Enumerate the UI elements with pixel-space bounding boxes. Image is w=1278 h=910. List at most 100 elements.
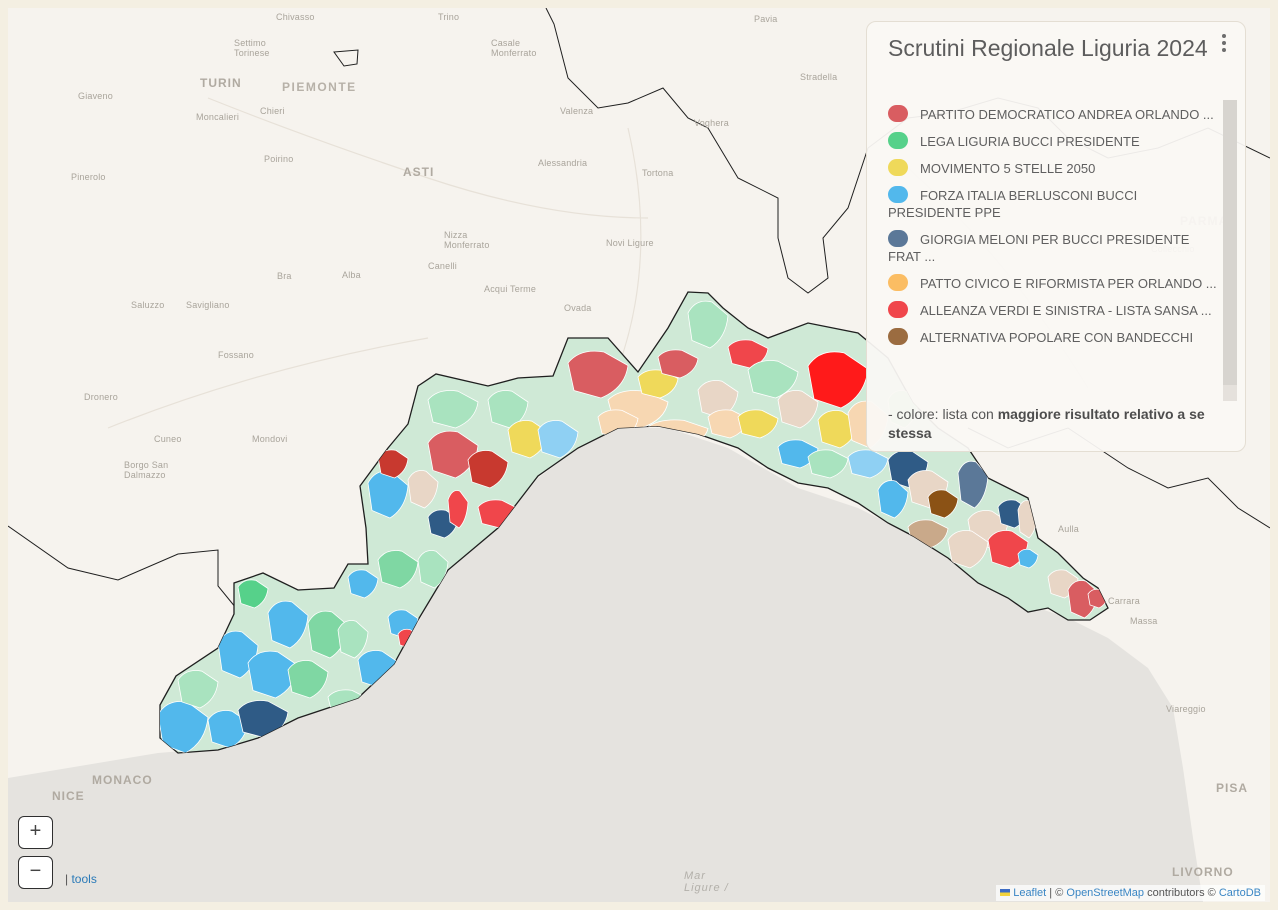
more-vertical-icon[interactable]: [1217, 32, 1231, 56]
place-label-ovada: Ovada: [564, 303, 592, 313]
municipality-polygon[interactable]: [407, 470, 439, 509]
place-label-stradella: Stradella: [800, 72, 838, 82]
place-label-novi: Novi Ligure: [606, 238, 654, 248]
municipality-polygon[interactable]: [567, 350, 629, 399]
municipality-polygon[interactable]: [777, 439, 819, 469]
legend-label: LEGA LIGURIA BUCCI PRESIDENTE: [920, 134, 1140, 149]
municipality-polygon[interactable]: [467, 450, 509, 489]
legend-note: - colore: lista con maggiore risultato r…: [888, 405, 1228, 443]
place-label-bra: Bra: [277, 271, 292, 281]
municipality-polygon[interactable]: [637, 369, 679, 399]
place-label-giaveno: Giaveno: [78, 91, 113, 101]
municipality-polygon[interactable]: [447, 490, 469, 529]
municipality-polygon[interactable]: [427, 390, 479, 429]
leaflet-link[interactable]: Leaflet: [1013, 887, 1047, 899]
legend-label: FORZA ITALIA BERLUSCONI BUCCI PRESIDENTE…: [888, 188, 1138, 220]
municipality-polygon[interactable]: [287, 660, 329, 699]
municipality-polygon[interactable]: [947, 530, 989, 569]
municipality-polygon[interactable]: [427, 430, 479, 479]
place-label-fossano: Fossano: [218, 350, 254, 360]
place-label-monaco: MONACO: [92, 773, 153, 787]
osm-link[interactable]: OpenStreetMap: [1066, 887, 1145, 899]
municipalities-layer[interactable]: [158, 300, 1108, 753]
legend-swatch: [888, 186, 908, 203]
legend-item[interactable]: GIORGIA MELONI PER BUCCI PRESIDENTE FRAT…: [888, 230, 1218, 265]
tools-separator: |: [65, 872, 69, 886]
place-label-carrara: Carrara: [1108, 596, 1140, 606]
attribution-sep: | ©: [1049, 887, 1064, 899]
place-label-nizza: Nizza Monferrato: [444, 230, 490, 250]
legend-scrollbar-thumb[interactable]: [1223, 100, 1237, 385]
municipality-polygon[interactable]: [747, 360, 799, 399]
place-label-moncalieri: Moncalieri: [196, 112, 240, 122]
municipality-polygon[interactable]: [337, 620, 369, 659]
legend-swatch: [888, 328, 908, 345]
legend-label: PATTO CIVICO E RIFORMISTA PER ORLANDO ..…: [920, 276, 1217, 291]
legend-item[interactable]: PARTITO DEMOCRATICO ANDREA ORLANDO ...: [888, 105, 1218, 123]
sea-area: [8, 428, 1203, 902]
municipality-polygon[interactable]: [777, 390, 819, 429]
place-label-settimo: Settimo Torinese: [234, 38, 270, 58]
place-label-voghera: Voghera: [694, 118, 729, 128]
place-label-valenza: Valenza: [560, 106, 594, 116]
legend-item[interactable]: PATTO CIVICO E RIFORMISTA PER ORLANDO ..…: [888, 274, 1218, 292]
place-label-canelli: Canelli: [428, 261, 457, 271]
municipality-polygon[interactable]: [237, 579, 269, 609]
place-label-mar: Mar Ligure /: [684, 870, 729, 894]
municipality-polygon[interactable]: [367, 470, 409, 519]
legend-swatch: [888, 274, 908, 291]
place-label-aulla: Aulla: [1058, 524, 1080, 534]
municipality-polygon[interactable]: [1017, 548, 1039, 569]
municipality-polygon[interactable]: [737, 409, 779, 439]
municipality-polygon[interactable]: [847, 449, 889, 479]
municipality-polygon[interactable]: [927, 489, 959, 519]
place-label-livorno: LIVORNO: [1172, 865, 1234, 879]
municipality-polygon[interactable]: [687, 300, 729, 349]
legend-item[interactable]: FORZA ITALIA BERLUSCONI BUCCI PRESIDENTE…: [888, 186, 1218, 221]
place-label-cuneo: Cuneo: [154, 434, 182, 444]
place-label-alba: Alba: [342, 270, 361, 280]
legend-note-prefix: - colore: lista con: [888, 406, 998, 422]
municipality-polygon[interactable]: [217, 630, 259, 679]
tools-link[interactable]: tools: [71, 872, 97, 886]
cartodb-link[interactable]: CartoDB: [1218, 887, 1261, 899]
municipality-polygon[interactable]: [177, 670, 219, 709]
municipality-polygon[interactable]: [267, 600, 309, 649]
place-label-savigliano: Savigliano: [186, 300, 230, 310]
municipality-polygon[interactable]: [877, 480, 909, 519]
legend-item[interactable]: ALTERNATIVA POPOLARE CON BANDECCHI: [888, 328, 1218, 346]
municipality-polygon[interactable]: [987, 530, 1029, 569]
legend-label: PARTITO DEMOCRATICO ANDREA ORLANDO ...: [920, 107, 1214, 122]
legend-note-bold: maggiore risultato relativo a se stessa: [888, 406, 1205, 441]
legend-swatch: [888, 132, 908, 149]
place-label-casale: Casale Monferrato: [491, 38, 537, 58]
place-label-borgo: Borgo San Dalmazzo: [124, 460, 169, 480]
map-attribution: Leaflet | © OpenStreetMap contributors ©…: [996, 885, 1265, 901]
place-label-pavia: Pavia: [754, 14, 778, 24]
legend-label: GIORGIA MELONI PER BUCCI PRESIDENTE FRAT…: [888, 232, 1190, 264]
place-label-acqui: Acqui Terme: [484, 284, 537, 294]
place-label-asti: ASTI: [403, 165, 435, 179]
ukraine-flag-icon: [1000, 889, 1011, 896]
legend-item[interactable]: ALLEANZA VERDI E SINISTRA - LISTA SANSA …: [888, 301, 1218, 319]
place-label-pinerolo: Pinerolo: [71, 172, 106, 182]
legend-scrollbar[interactable]: [1223, 100, 1237, 401]
place-label-tortona: Tortona: [642, 168, 674, 178]
legend-list[interactable]: PARTITO DEMOCRATICO ANDREA ORLANDO ... LE…: [888, 105, 1218, 405]
municipality-polygon[interactable]: [657, 349, 699, 379]
legend-item[interactable]: LEGA LIGURIA BUCCI PRESIDENTE: [888, 132, 1218, 150]
legend-label: ALTERNATIVA POPOLARE CON BANDECCHI: [920, 330, 1194, 345]
zoom-in-button[interactable]: +: [18, 816, 53, 849]
zoom-out-button[interactable]: −: [18, 856, 53, 889]
attribution-contributors: contributors ©: [1147, 887, 1216, 899]
tools-control: | tools: [65, 872, 97, 886]
municipality-polygon[interactable]: [158, 701, 209, 753]
place-label-dronero: Dronero: [84, 392, 118, 402]
legend-item[interactable]: MOVIMENTO 5 STELLE 2050: [888, 159, 1218, 177]
municipality-polygon[interactable]: [537, 420, 579, 459]
municipality-polygon[interactable]: [417, 550, 449, 589]
place-label-alessandria: Alessandria: [538, 158, 588, 168]
place-label-nice: NICE: [52, 789, 85, 803]
place-label-piemonte: PIEMONTE: [282, 80, 357, 94]
municipality-polygon[interactable]: [347, 569, 379, 599]
